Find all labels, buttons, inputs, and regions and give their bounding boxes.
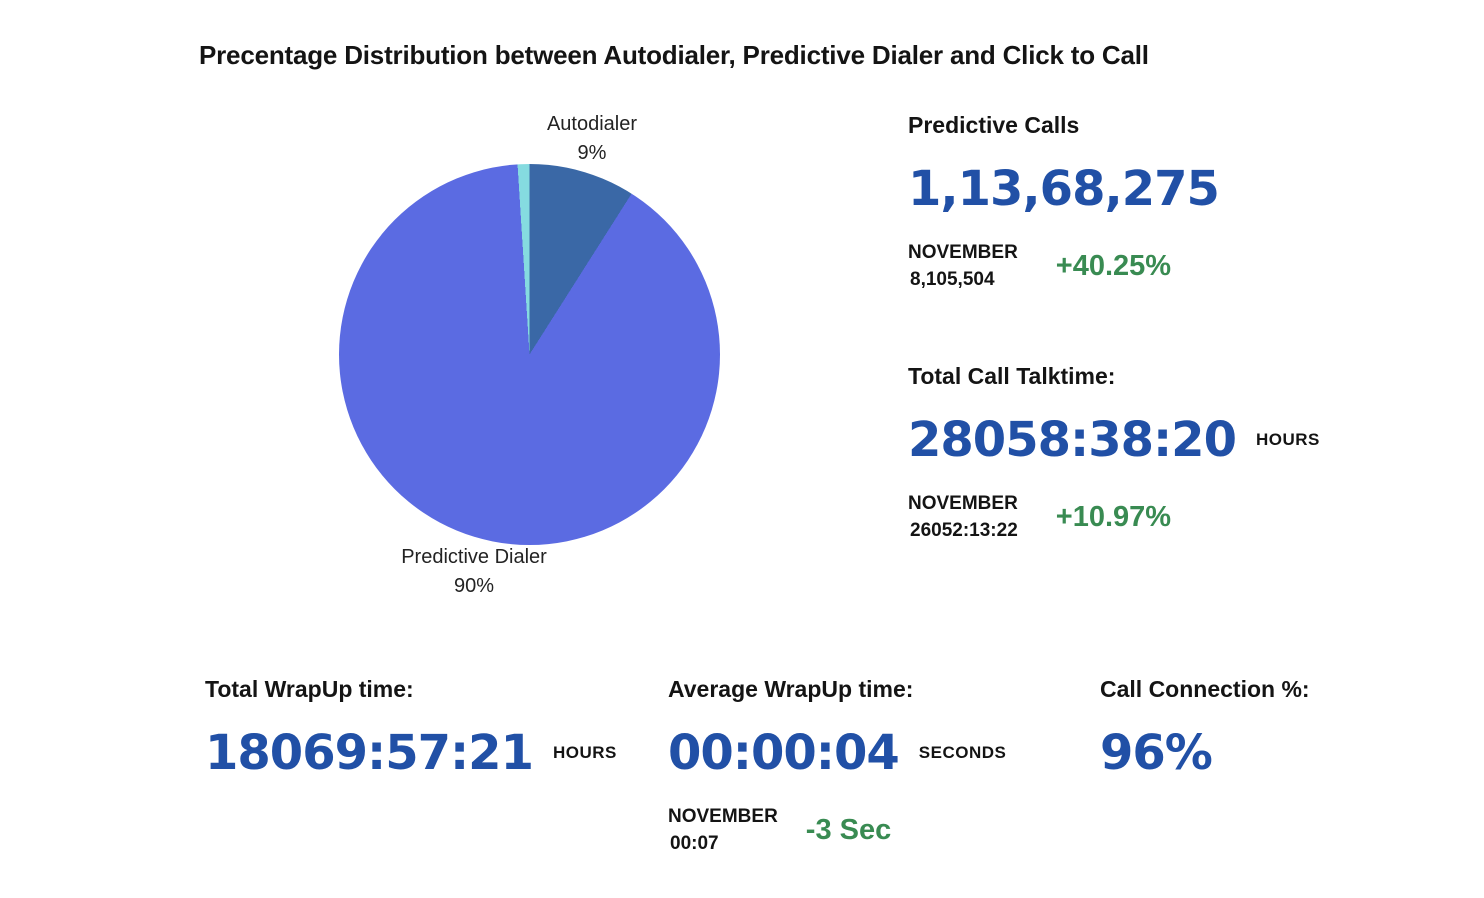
stat-predictive-calls-heading: Predictive Calls <box>908 112 1080 138</box>
stat-total-wrapup-unit: HOURS <box>552 743 617 762</box>
compare-month-label: NOVEMBER <box>908 242 1018 263</box>
compare-month-label: NOVEMBER <box>668 806 778 827</box>
stat-call-connection-value: 96% <box>1100 725 1213 781</box>
pie-slice-label-predictive-dialer-pct: 90% <box>453 575 495 597</box>
stat-avg-wrapup-heading: Average WrapUp time: <box>668 676 914 702</box>
compare-month-value: 00:07 <box>670 833 719 854</box>
stat-total-talktime-value: 28058:38:20 <box>908 412 1237 468</box>
stat-call-connection: Call Connection %: 96% <box>1100 675 1310 783</box>
stat-total-talktime-compare: NOVEMBER 26052:13:22 <box>908 490 1018 544</box>
stat-total-wrapup: Total WrapUp time: 18069:57:21 HOURS <box>205 675 617 783</box>
stat-total-wrapup-heading: Total WrapUp time: <box>205 676 414 702</box>
pie-slice-label-autodialer-name: Autodialer <box>546 113 638 135</box>
stat-total-talktime-delta: +10.97% <box>1055 500 1172 533</box>
pie-chart <box>339 164 720 545</box>
compare-month-label: NOVEMBER <box>908 493 1018 514</box>
stat-avg-wrapup-unit: SECONDS <box>918 743 1007 762</box>
stat-predictive-calls-value: 1,13,68,275 <box>908 161 1220 217</box>
stat-avg-wrapup: Average WrapUp time: 00:00:04 SECONDS NO… <box>668 675 1006 857</box>
pie-slice-label-autodialer: Autodialer 9% <box>547 110 637 168</box>
page-title: Precentage Distribution between Autodial… <box>199 40 1149 70</box>
stat-predictive-calls-compare: NOVEMBER 8,105,504 <box>908 239 1018 293</box>
stat-avg-wrapup-value: 00:00:04 <box>668 725 900 781</box>
stat-total-talktime-unit: HOURS <box>1255 430 1320 449</box>
stat-total-talktime-heading: Total Call Talktime: <box>908 363 1116 389</box>
compare-month-value: 26052:13:22 <box>910 520 1018 541</box>
pie-slice-label-autodialer-pct: 9% <box>577 142 607 164</box>
stat-predictive-calls: Predictive Calls 1,13,68,275 NOVEMBER 8,… <box>908 111 1220 293</box>
stat-avg-wrapup-compare: NOVEMBER 00:07 <box>668 803 778 857</box>
stat-total-talktime: Total Call Talktime: 28058:38:20 HOURS N… <box>908 362 1320 544</box>
pie-slice-label-predictive-dialer-name: Predictive Dialer <box>401 546 547 568</box>
stat-call-connection-heading: Call Connection %: <box>1100 676 1310 702</box>
pie-slice-label-predictive-dialer: Predictive Dialer 90% <box>401 543 547 601</box>
compare-month-value: 8,105,504 <box>910 269 995 290</box>
stat-predictive-calls-delta: +40.25% <box>1055 249 1172 282</box>
stat-avg-wrapup-delta: -3 Sec <box>805 813 892 846</box>
stat-total-wrapup-value: 18069:57:21 <box>205 725 534 781</box>
